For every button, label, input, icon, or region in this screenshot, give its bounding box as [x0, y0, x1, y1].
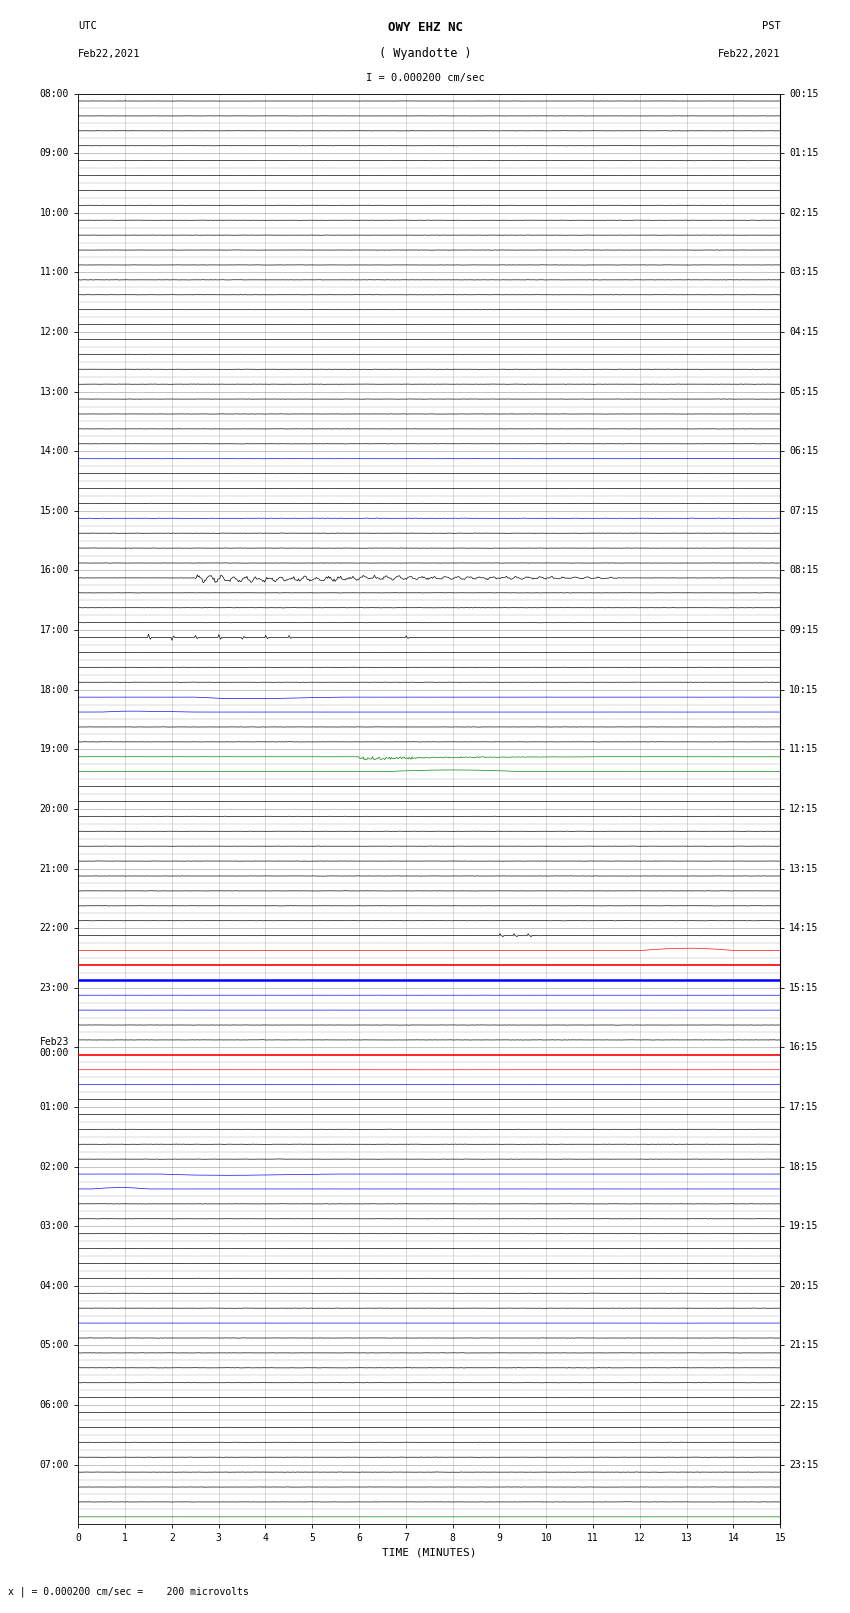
Text: OWY EHZ NC: OWY EHZ NC [388, 21, 462, 34]
Text: PST: PST [762, 21, 780, 31]
Text: Feb22,2021: Feb22,2021 [78, 48, 141, 58]
Text: I = 0.000200 cm/sec: I = 0.000200 cm/sec [366, 73, 484, 82]
Text: ( Wyandotte ): ( Wyandotte ) [379, 47, 471, 60]
Text: Feb22,2021: Feb22,2021 [717, 48, 780, 58]
Text: x | = 0.000200 cm/sec =    200 microvolts: x | = 0.000200 cm/sec = 200 microvolts [8, 1586, 249, 1597]
X-axis label: TIME (MINUTES): TIME (MINUTES) [382, 1547, 477, 1558]
Text: UTC: UTC [78, 21, 97, 31]
